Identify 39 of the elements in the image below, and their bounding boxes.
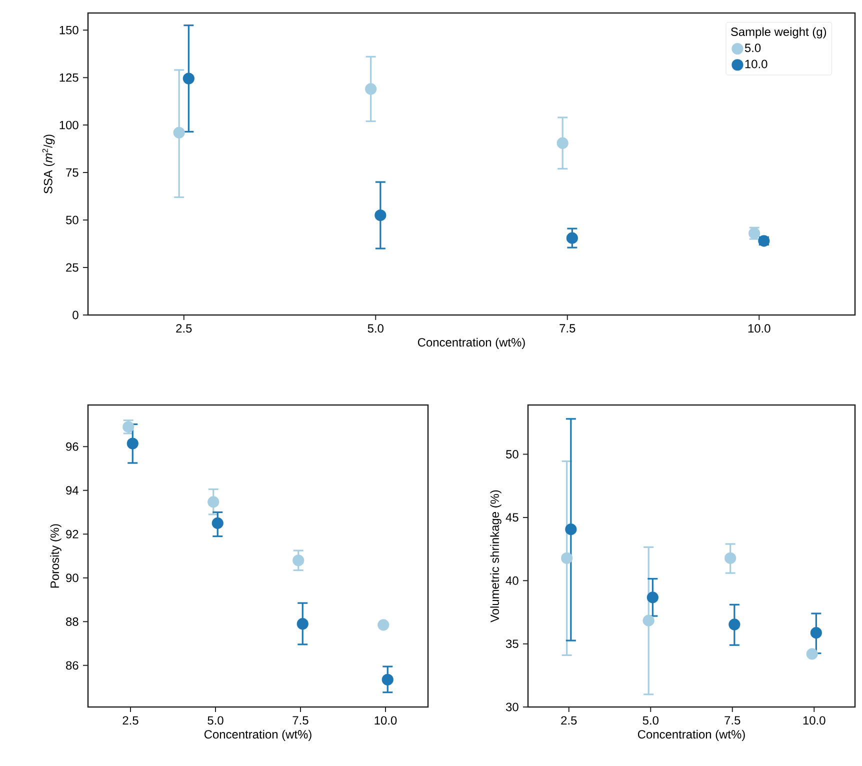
x-tick-label: 2.5 [561, 716, 577, 725]
x-axis-title: Concentration (wt%) [204, 730, 312, 741]
x-axis-title: Concentration (wt%) [418, 338, 525, 349]
y-tick-label: 40 [506, 576, 518, 585]
y-tick-label: 75 [66, 168, 78, 177]
y-tick-label: 100 [60, 120, 78, 130]
x-tick-label: 7.5 [560, 324, 576, 333]
y-tick-label: 88 [66, 617, 78, 626]
y-tick-label: 35 [506, 640, 518, 648]
x-tick-label: 10.0 [748, 324, 770, 333]
y-tick-label: 96 [66, 442, 78, 451]
y-tick-label: 86 [66, 661, 78, 670]
y-tick-label: 30 [506, 702, 518, 712]
legend-label: 10.0 [745, 60, 768, 68]
y-tick-label: 50 [506, 450, 518, 458]
x-tick-label: 10.0 [803, 716, 826, 725]
y-tick-label: 50 [66, 216, 78, 224]
y-tick-label: 94 [66, 486, 78, 495]
y-tick-label: 0 [72, 310, 78, 320]
x-tick-label: 5.0 [642, 716, 658, 725]
x-tick-label: 2.5 [122, 716, 138, 725]
x-tick-label: 2.5 [176, 324, 192, 333]
y-axis-title: SSA (m$^{2}$/g) [42, 134, 55, 194]
x-tick-label: 10.0 [374, 716, 397, 725]
x-tick-label: 5.0 [208, 716, 224, 725]
y-tick-label: 25 [66, 263, 78, 272]
x-axis-title: Concentration (wt%) [638, 730, 745, 741]
y-tick-label: 125 [60, 73, 78, 82]
y-tick-label: 92 [66, 530, 78, 538]
legend-title: Sample weight (g) [731, 27, 826, 38]
legend-label: 5.0 [744, 44, 761, 52]
x-tick-label: 7.5 [724, 716, 740, 725]
x-tick-label: 5.0 [368, 324, 384, 333]
y-tick-label: 90 [66, 574, 78, 582]
y-axis-title: Volumetric shrinkage (%) [490, 490, 502, 622]
y-tick-label: 150 [60, 26, 78, 34]
x-tick-label: 7.5 [292, 716, 308, 725]
y-tick-label: 45 [506, 513, 518, 522]
y-axis-title: Porosity (%) [50, 524, 62, 588]
